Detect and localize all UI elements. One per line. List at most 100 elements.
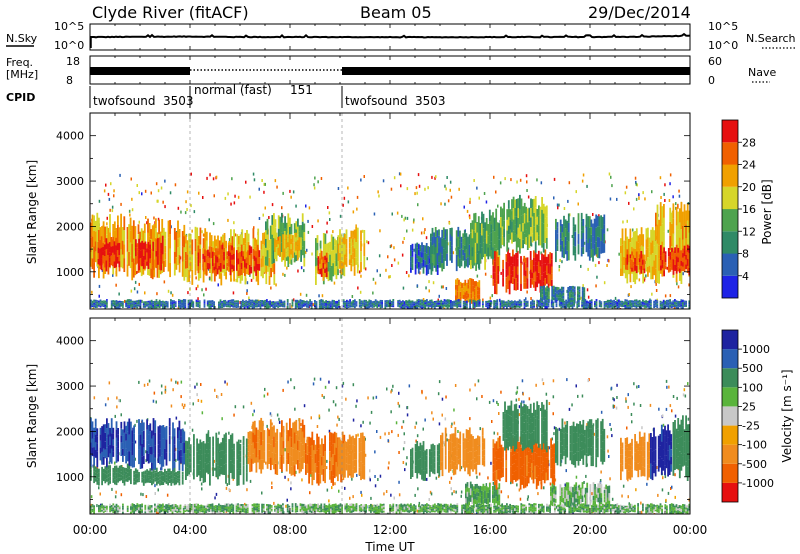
power-blob-15-cell (495, 265, 498, 281)
power-blob-23-cell (118, 305, 121, 308)
power-blob-5-cell (244, 259, 246, 268)
power-blob-23-cell (656, 304, 659, 307)
power-blob-19-cell (647, 227, 649, 238)
power-scatter-cell (228, 238, 231, 241)
power-blob-3-cell (158, 261, 161, 270)
velocity-scatter-cell (134, 457, 136, 461)
velocity-blob-0-cell (104, 441, 107, 450)
power-blob-16-cell (542, 233, 545, 243)
power-blob-23-cell (422, 302, 425, 304)
power-blob-23-cell (102, 305, 105, 307)
power-blob-18-cell (577, 213, 580, 224)
velocity-scatter-cell (360, 424, 362, 428)
power-blob-0-cell (109, 214, 111, 233)
power-blob-13-cell (456, 278, 459, 285)
power-blob-23-cell (451, 305, 454, 307)
power-blob-23-cell (218, 303, 220, 306)
power-blob-18-cell (582, 219, 585, 226)
velocity-scatter-cell (90, 503, 93, 507)
power-blob-16-cell (536, 224, 539, 233)
power-blob-15-cell (549, 252, 552, 264)
power-scatter-cell (230, 202, 232, 206)
power-blob-5-cell (227, 250, 230, 256)
power-blob-23-cell (618, 302, 620, 306)
power-blob-23-cell (126, 299, 129, 301)
power-blob-23-cell (310, 305, 313, 308)
power-blob-23-cell (117, 300, 119, 304)
power-blob-7-cell (277, 247, 280, 252)
power-blob-7-cell (290, 254, 293, 260)
power-blob-16-cell (531, 216, 534, 226)
power-blob-23-cell (414, 301, 417, 303)
power-blob-15-cell (550, 279, 553, 287)
velocity-scatter-cell (662, 423, 665, 427)
velocity-scatter-cell (625, 397, 627, 401)
power-blob-4-cell (186, 240, 189, 255)
power-blob-10-cell (352, 259, 354, 267)
power-blob-23-cell (555, 300, 558, 302)
power-scatter-cell (424, 187, 426, 191)
power-blob-12-cell (462, 238, 465, 245)
velocity-scatter-cell (500, 390, 502, 394)
power-blob-23-cell (520, 304, 523, 306)
power-blob-23-cell (446, 306, 449, 309)
velocity-blob-0-cell (110, 448, 113, 464)
velocity-scatter-cell (662, 476, 664, 480)
velocity-blob-0-cell (91, 447, 94, 457)
power-blob-23-cell (416, 299, 419, 302)
power-blob-3-cell (141, 240, 144, 250)
power-blob-7-cell (295, 246, 297, 251)
power-blob-23-cell (648, 303, 651, 306)
power-blob-23-cell (536, 306, 539, 309)
power-blob-12-cell (465, 249, 468, 259)
power-blob-22-cell (677, 252, 680, 258)
power-blob-12-cell (446, 241, 448, 254)
power-blob-23-cell (608, 301, 611, 304)
power-blob-10-cell (342, 255, 345, 263)
power-blob-23-cell (157, 306, 159, 308)
power-blob-20-cell (643, 254, 646, 260)
power-scatter-cell (504, 177, 506, 181)
power-blob-23-cell (448, 304, 451, 308)
power-blob-19-cell (621, 260, 624, 276)
power-blob-3-cell (146, 257, 148, 262)
power-scatter-cell (444, 202, 446, 206)
power-scatter-cell (580, 264, 582, 268)
power-blob-2-cell (183, 269, 186, 281)
velocity-blob-0-cell (94, 434, 97, 443)
power-blob-23-cell (115, 306, 118, 309)
power-blob-18-cell (567, 213, 570, 223)
velocity-scatter-cell (351, 477, 353, 481)
power-blob-22-cell (664, 265, 667, 270)
power-blob-23-cell (232, 303, 235, 306)
power-blob-23-cell (456, 303, 459, 306)
power-blob-15-cell (513, 278, 516, 291)
power-blob-23-cell (98, 305, 100, 307)
power-blob-14-cell (492, 247, 494, 265)
power-blob-12-cell (438, 235, 440, 243)
power-blob-23-cell (536, 303, 539, 305)
power-blob-23-cell (110, 300, 113, 303)
power-blob-12-cell (467, 257, 469, 268)
power-blob-23-cell (190, 299, 193, 302)
power-blob-10-cell (350, 230, 353, 239)
power-blob-14-cell (490, 215, 493, 225)
velocity-scatter-cell (286, 498, 288, 502)
power-blob-23-cell (422, 303, 425, 306)
power-blob-23-cell (352, 301, 355, 303)
power-blob-23-cell (523, 301, 526, 303)
power-blob-23-cell (136, 300, 139, 303)
power-scatter-cell (318, 294, 320, 298)
power-scatter-cell (356, 207, 358, 211)
power-blob-23-cell (203, 299, 206, 302)
power-blob-23-cell (653, 305, 655, 308)
power-blob-23-cell (432, 301, 435, 304)
power-blob-4-cell (255, 239, 258, 254)
power-blob-22-cell (683, 245, 686, 251)
power-blob-23-cell (621, 302, 623, 305)
power-blob-7-cell (287, 237, 289, 243)
power-blob-2-cell (129, 242, 132, 256)
power-blob-23-cell (342, 304, 345, 306)
power-colorbar-tick-label: 16 (742, 203, 756, 216)
power-blob-10-cell (350, 238, 353, 247)
